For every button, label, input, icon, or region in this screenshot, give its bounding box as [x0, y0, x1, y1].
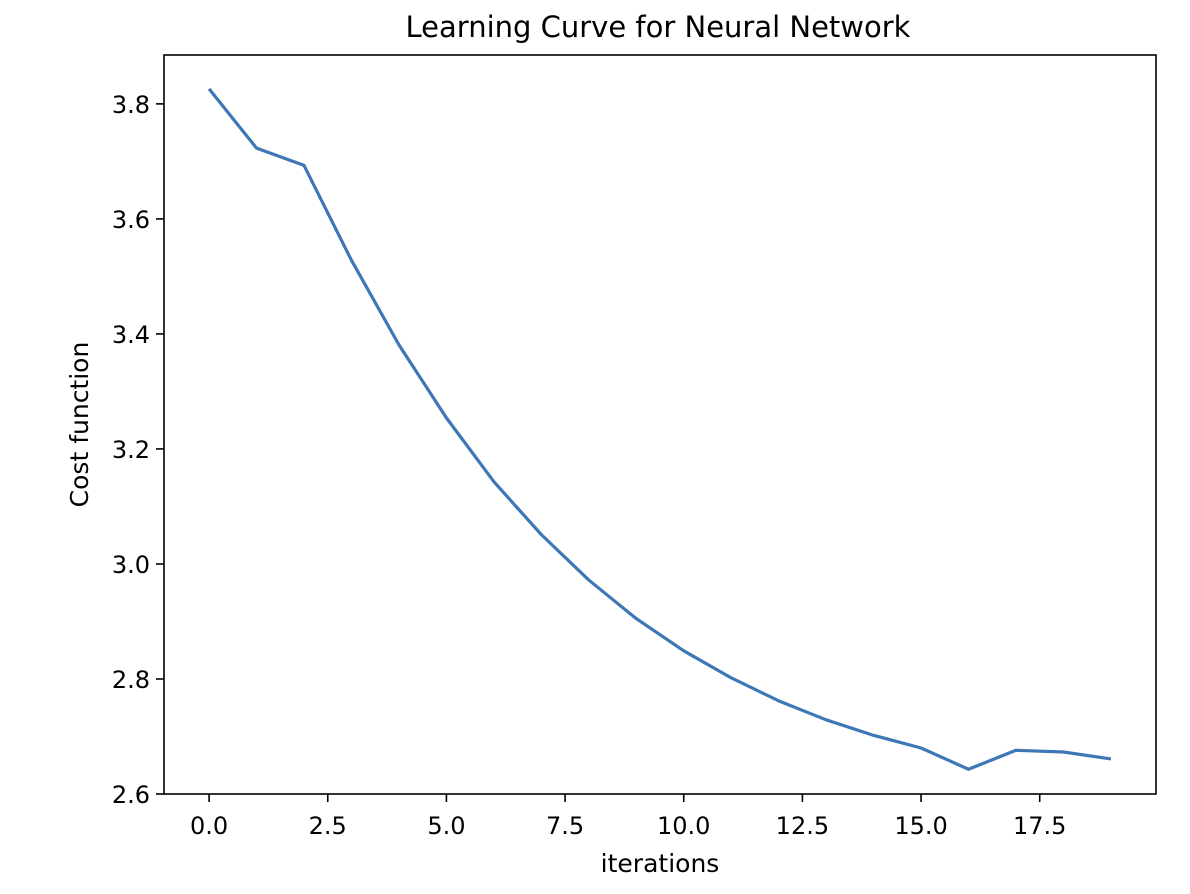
- y-axis: 2.6 2.8 3.0 3.2 3.4 3.6 3.8: [112, 91, 164, 809]
- plot-series-layer: [207, 87, 1112, 771]
- y-tick-label: 2.6: [112, 781, 150, 809]
- x-axis-label: iterations: [601, 849, 720, 878]
- y-tick-label: 3.6: [112, 206, 150, 234]
- y-tick-label: 3.0: [112, 551, 150, 579]
- x-tick-label: 0.0: [190, 812, 228, 840]
- plot-area-frame: [163, 54, 1157, 795]
- x-tick-label: 7.5: [546, 812, 584, 840]
- y-tick-label: 3.4: [112, 321, 150, 349]
- x-tick-label: 10.0: [657, 812, 710, 840]
- x-axis: 0.0 2.5 5.0 7.5 10.0 12.5 15.0 17.5: [190, 794, 1066, 840]
- x-tick-label: 12.5: [776, 812, 829, 840]
- y-tick-label: 3.2: [112, 436, 150, 464]
- y-tick-label: 2.8: [112, 666, 150, 694]
- y-tick-label: 3.8: [112, 91, 150, 119]
- cost-series-line: [207, 87, 1112, 771]
- y-axis-label: Cost function: [65, 342, 94, 508]
- x-tick-label: 17.5: [1013, 812, 1066, 840]
- chart-title: Learning Curve for Neural Network: [406, 10, 911, 44]
- x-tick-label: 2.5: [309, 812, 347, 840]
- x-tick-label: 15.0: [894, 812, 947, 840]
- x-tick-label: 5.0: [427, 812, 465, 840]
